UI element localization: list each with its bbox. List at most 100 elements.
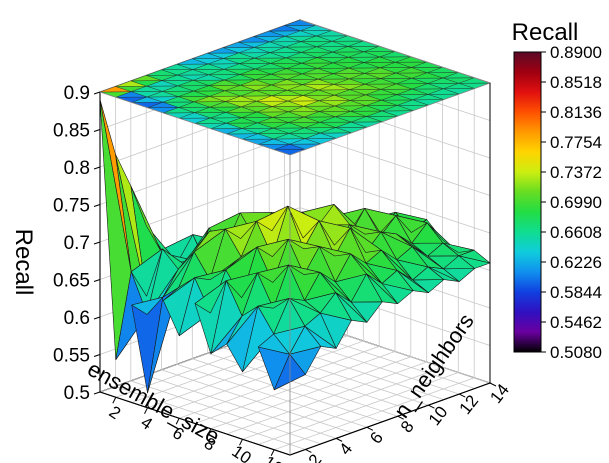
surface-mesh [99, 99, 491, 394]
projection-cell [304, 132, 337, 139]
surface-facet [350, 253, 383, 284]
surface-facet [287, 205, 320, 239]
projection-cell [115, 91, 148, 98]
surface-facet [335, 292, 368, 323]
surface-facet [412, 266, 445, 281]
surface-facet [256, 239, 289, 257]
projection-cell [241, 111, 273, 118]
projection-cell [349, 73, 381, 80]
projection-cell [286, 73, 319, 80]
colorbar-label: 0.8518 [550, 73, 602, 92]
colorbar-label: 0.8136 [550, 103, 602, 122]
projection-cell [317, 73, 350, 80]
surface-facet [334, 253, 367, 283]
surface-facet [256, 205, 289, 232]
surface-facet [225, 272, 258, 299]
projection-cell [319, 116, 352, 123]
z-tick-label: 0.55 [53, 346, 90, 367]
projection-cell [412, 94, 444, 101]
projection-cell [162, 85, 194, 92]
z-tick-mark [93, 241, 101, 245]
projection-cell [334, 89, 366, 96]
projection-cell [270, 68, 303, 75]
surface-facet [257, 298, 290, 309]
projection-cell [238, 36, 270, 43]
surface-facet [288, 298, 321, 314]
projection-cell [272, 100, 304, 107]
colorbar-label: 0.5462 [550, 313, 602, 332]
projection-cell [427, 88, 460, 95]
projection-cell [241, 101, 273, 108]
projection-cell [178, 90, 210, 97]
projection-cell [320, 127, 352, 134]
z-tick-mark [93, 91, 101, 95]
colorbar-label: 0.5080 [550, 343, 602, 362]
y-tick-label: 12 [456, 391, 483, 418]
projection-cell [333, 67, 365, 74]
y-tick-mark [335, 437, 343, 442]
projection-cell [288, 127, 321, 134]
projection-cell [270, 57, 302, 64]
colorbar-title: Recall [512, 19, 579, 46]
x-tick-mark [270, 449, 275, 456]
surface-facet [427, 266, 460, 282]
surface-facet [304, 312, 337, 349]
projection-cell [285, 41, 317, 48]
projection-cell [350, 105, 383, 112]
surface-facet [225, 246, 258, 271]
projection-cell [317, 62, 349, 69]
projection-cell [177, 69, 209, 76]
surface-facet [319, 292, 352, 321]
projection-cell [241, 122, 274, 129]
colorbar-gradient [513, 51, 542, 353]
y-tick-mark [489, 382, 497, 387]
surface-facet [257, 333, 290, 355]
projection-cell [240, 79, 272, 86]
surface-facet [319, 271, 352, 303]
z-tick-mark [93, 279, 101, 282]
projection-cell [348, 62, 381, 69]
projection-cell [284, 30, 317, 37]
projection-cell [255, 84, 288, 91]
z-tick-label: 0.75 [53, 196, 90, 217]
projection-cell [332, 46, 364, 53]
surface-facet [131, 296, 164, 315]
projection-cell [239, 58, 271, 64]
projection-cell [379, 62, 412, 68]
colorbar-label: 0.5844 [550, 283, 602, 302]
x-tick-label: 2 [106, 402, 124, 423]
x-tick-mark [144, 407, 148, 414]
y-gridline [222, 47, 414, 412]
projection-cell [288, 116, 321, 123]
projection-cell [380, 72, 412, 79]
projection-cell [364, 78, 397, 85]
projection-cell [256, 95, 288, 102]
projection-cell [161, 64, 193, 70]
projection-cell [255, 74, 288, 80]
projection-cell [162, 96, 195, 103]
surface-facet [395, 233, 428, 257]
projection-cell [317, 51, 349, 58]
y-tick-label: 10 [425, 403, 452, 430]
surface-facet [146, 248, 179, 315]
projection-cell [302, 79, 335, 85]
surface-facet [411, 246, 444, 270]
colorbar-label: 0.7754 [550, 133, 602, 152]
projection-cell [303, 100, 335, 107]
surface-facet [381, 270, 414, 292]
surface-facet [210, 280, 243, 355]
projection-cell [348, 51, 380, 58]
projection-cell [146, 91, 179, 98]
projection-cell [269, 46, 302, 53]
projection-cell [301, 57, 334, 64]
projection-cell [257, 128, 290, 134]
surface-facet [99, 99, 132, 273]
projection-cell [192, 53, 224, 59]
projection-cell [131, 96, 164, 103]
projection-cell [226, 117, 258, 124]
projection-cell [223, 52, 255, 59]
y-tick-mark [305, 449, 312, 453]
projection-cell [334, 100, 367, 107]
projection-cell [163, 107, 195, 114]
